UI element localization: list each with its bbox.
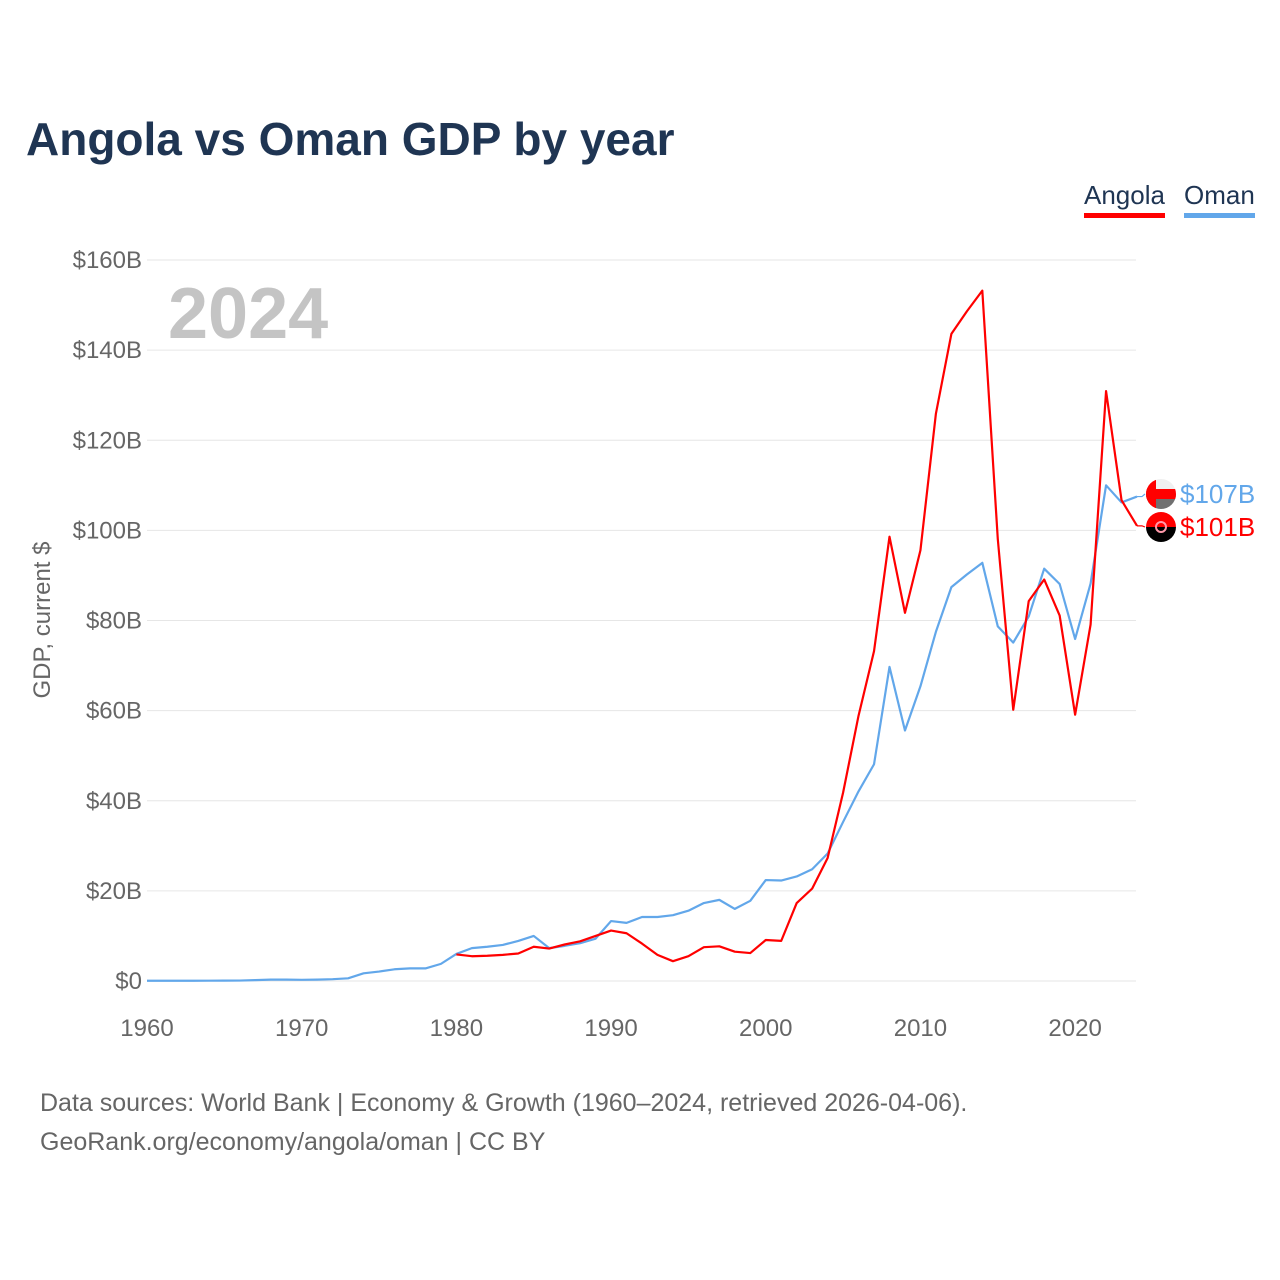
label-leader: [1137, 525, 1146, 528]
oman-flag-icon: [1146, 479, 1176, 509]
legend-oman[interactable]: Oman: [1184, 180, 1255, 218]
y-tick-label: $20B: [86, 878, 142, 905]
x-tick-label: 2000: [739, 1015, 792, 1042]
y-tick-label: $0: [115, 968, 142, 995]
y-tick-label: $120B: [73, 427, 142, 454]
end-label-angola: $101B: [1180, 512, 1255, 542]
x-tick-label: 1960: [120, 1015, 173, 1042]
x-tick-label: 1980: [430, 1015, 483, 1042]
source-note: Data sources: World Bank | Economy & Gro…: [40, 1084, 967, 1162]
angola-flag-icon: [1146, 512, 1176, 542]
x-tick-label: 2020: [1048, 1015, 1101, 1042]
chart-title: Angola vs Oman GDP by year: [26, 113, 675, 165]
y-tick-label: $100B: [73, 517, 142, 544]
y-axis-label: GDP, current $: [29, 542, 56, 699]
label-leader: [1137, 493, 1146, 498]
end-label-oman: $107B: [1180, 479, 1255, 509]
x-tick-label: 2010: [894, 1015, 947, 1042]
series-line-oman: [147, 484, 1138, 982]
legend-angola[interactable]: Angola: [1084, 180, 1165, 218]
source-line-2[interactable]: GeoRank.org/economy/angola/oman | CC BY: [40, 1128, 546, 1156]
x-tick-label: 1990: [584, 1015, 637, 1042]
y-tick-label: $160B: [73, 247, 142, 274]
series-line-angola: [456, 289, 1138, 963]
y-tick-label: $40B: [86, 788, 142, 815]
y-tick-label: $60B: [86, 698, 142, 725]
x-tick-label: 1970: [275, 1015, 328, 1042]
y-tick-label: $80B: [86, 608, 142, 635]
y-tick-label: $140B: [73, 337, 142, 364]
year-watermark: 2024: [168, 274, 328, 354]
source-line-1: Data sources: World Bank | Economy & Gro…: [40, 1089, 968, 1117]
